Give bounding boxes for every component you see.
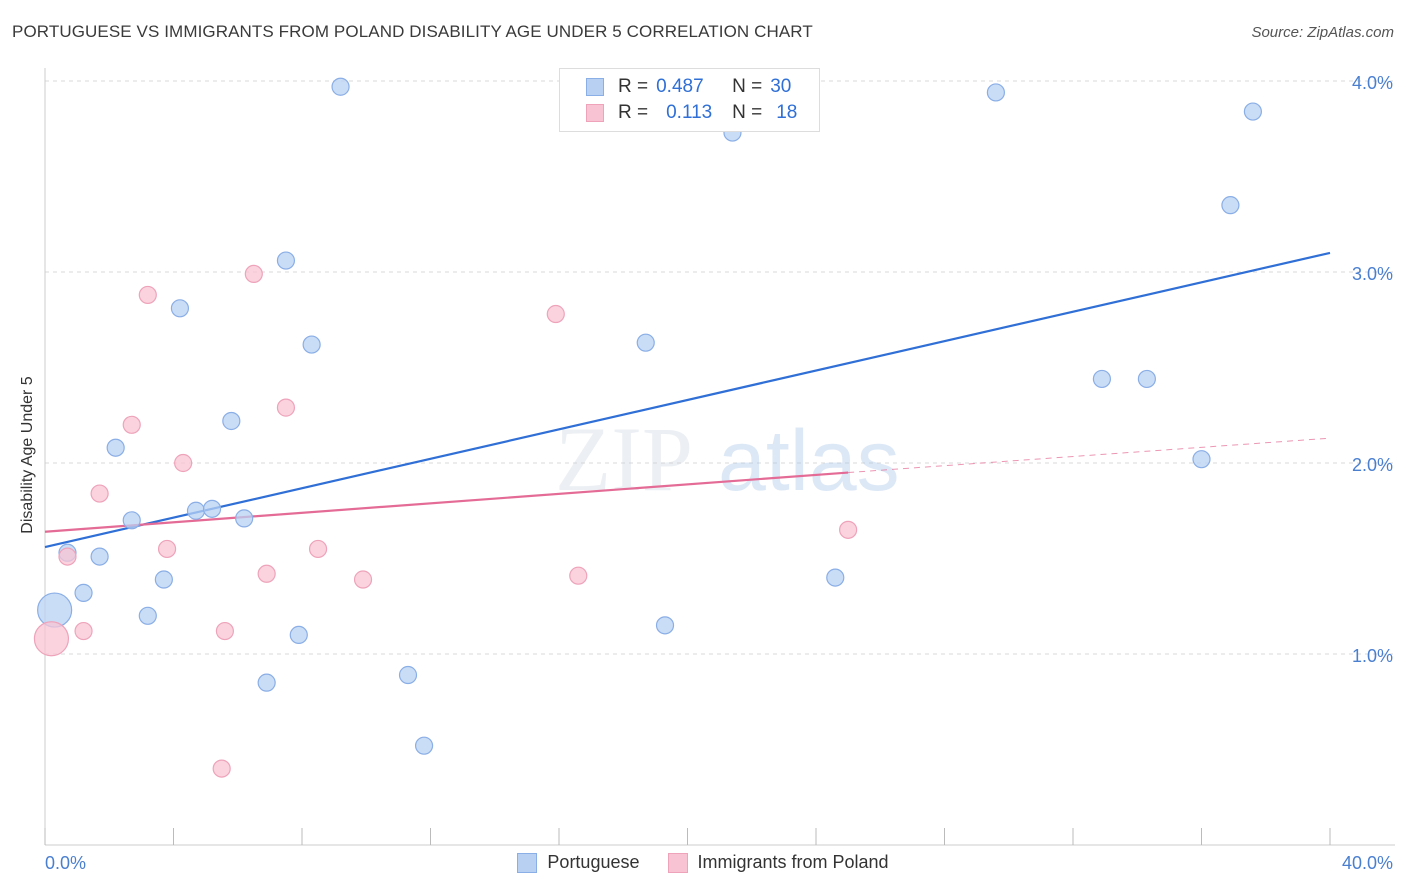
y-tick-label: 2.0% xyxy=(1352,455,1393,475)
legend-r-value: 0.113 xyxy=(666,102,713,123)
point-poland xyxy=(212,759,231,778)
trend-line-poland xyxy=(44,471,849,533)
legend-item-poland: Immigrants from Poland xyxy=(667,852,889,873)
legend-row-poland: R = 0.113 N = 18 xyxy=(586,101,797,125)
y-tick-label: 3.0% xyxy=(1352,264,1393,284)
point-portuguese xyxy=(154,570,173,589)
x-tick-label-min: 0.0% xyxy=(45,853,86,873)
legend-row-portuguese: R = 0.487 N = 30 xyxy=(586,75,791,99)
point-portuguese xyxy=(138,606,157,625)
point-portuguese xyxy=(1192,450,1211,469)
point-poland xyxy=(276,398,296,417)
point-portuguese xyxy=(636,333,655,352)
point-portuguese xyxy=(90,547,109,566)
point-portuguese xyxy=(302,335,321,354)
x-tick-label-max: 40.0% xyxy=(1342,853,1393,873)
point-portuguese xyxy=(1243,102,1263,121)
point-poland xyxy=(308,539,328,559)
legend-r-label: R = xyxy=(618,76,649,97)
y-tick-label: 1.0% xyxy=(1352,646,1393,666)
point-poland xyxy=(174,453,193,473)
point-portuguese xyxy=(414,736,434,755)
correlation-legend: R = 0.487 N = 30 R = 0.113 N = 18 xyxy=(559,68,820,132)
point-portuguese xyxy=(74,583,93,602)
data-points xyxy=(33,77,1263,778)
point-portuguese xyxy=(1092,369,1112,389)
source-credit: Source: ZipAtlas.com xyxy=(1251,24,1394,41)
point-portuguese xyxy=(170,299,190,318)
legend-label-poland: Immigrants from Poland xyxy=(697,852,889,872)
point-portuguese xyxy=(122,511,141,530)
legend-label-portuguese: Portuguese xyxy=(547,852,640,872)
point-poland xyxy=(157,539,177,559)
watermark: ZIP atlas xyxy=(555,408,900,510)
point-poland xyxy=(122,415,141,434)
point-poland xyxy=(138,285,157,305)
legend-n-label: N = xyxy=(732,76,763,97)
point-portuguese xyxy=(289,625,308,645)
legend-r-label: R = xyxy=(618,102,649,123)
point-portuguese xyxy=(331,77,350,96)
point-poland xyxy=(244,264,263,284)
point-poland xyxy=(257,564,276,583)
point-poland xyxy=(353,570,373,589)
point-portuguese xyxy=(257,673,276,692)
point-portuguese xyxy=(986,83,1006,102)
watermark-atlas: atlas xyxy=(718,413,900,509)
point-poland xyxy=(33,621,70,657)
legend-n-label: N = xyxy=(732,102,763,123)
legend-swatch-pink xyxy=(667,852,688,873)
point-portuguese xyxy=(398,665,418,685)
point-poland xyxy=(58,547,77,566)
trend-line-poland-extension xyxy=(848,437,1331,474)
legend-n-value: 30 xyxy=(770,76,792,97)
legend-n-value: 18 xyxy=(776,102,798,123)
point-portuguese xyxy=(106,438,125,457)
point-poland xyxy=(839,520,858,539)
axes xyxy=(44,68,1395,846)
series-legend: Portuguese Immigrants from Poland xyxy=(0,852,1406,873)
legend-swatch-blue xyxy=(586,78,604,96)
trend-lines xyxy=(44,251,1331,549)
chart-title: PORTUGUESE VS IMMIGRANTS FROM POLAND DIS… xyxy=(12,22,813,41)
point-poland xyxy=(215,621,234,641)
point-portuguese xyxy=(222,411,241,431)
legend-item-portuguese: Portuguese xyxy=(517,852,640,873)
point-portuguese xyxy=(186,501,206,520)
point-portuguese xyxy=(655,616,675,635)
legend-r-value: 0.487 xyxy=(656,76,704,97)
trend-line-portuguese xyxy=(44,251,1331,549)
point-portuguese xyxy=(1221,196,1240,215)
point-portuguese xyxy=(202,499,222,518)
point-poland xyxy=(546,304,565,324)
point-poland xyxy=(569,566,588,585)
point-portuguese xyxy=(826,568,845,587)
watermark-zip: ZIP xyxy=(555,408,693,510)
legend-swatch-blue xyxy=(517,852,538,873)
point-poland xyxy=(90,484,109,503)
point-portuguese xyxy=(1137,369,1156,389)
y-tick-label: 4.0% xyxy=(1352,73,1393,93)
point-portuguese xyxy=(235,509,254,528)
y-tick-labels: 1.0% 2.0% 3.0% 4.0% xyxy=(1352,73,1393,666)
legend-swatch-pink xyxy=(586,104,604,122)
gridlines xyxy=(45,80,1395,655)
point-portuguese xyxy=(276,251,296,270)
point-poland xyxy=(74,621,93,641)
